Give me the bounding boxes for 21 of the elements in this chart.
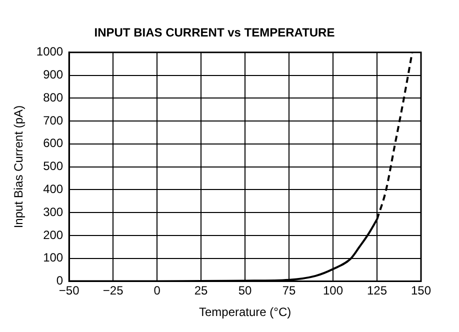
x-tick-label: 0 (154, 284, 161, 298)
y-tick-label: 400 (43, 182, 64, 196)
x-tick-label: 150 (410, 284, 432, 298)
y-tick-label: 100 (43, 250, 64, 265)
y-tick-label: 800 (43, 90, 64, 104)
x-axis-title: Temperature (°C) (198, 305, 292, 320)
y-tick-label: 900 (43, 68, 64, 82)
y-tick-label: 700 (43, 113, 64, 128)
y-tick-label: 500 (43, 159, 64, 174)
x-tick-label: 125 (366, 284, 388, 298)
y-axis-title: Input Bias Current (pA) (12, 105, 26, 228)
x-tick-label: 50 (238, 284, 252, 298)
x-tick-label: 25 (194, 284, 208, 298)
y-tick-label: 600 (43, 136, 64, 150)
chart-title: INPUT BIAS CURRENT vs TEMPERATURE (94, 26, 335, 40)
x-tick-label: −25 (102, 284, 124, 298)
y-tick-label: 1000 (36, 44, 64, 59)
x-tick-label: 100 (323, 284, 344, 298)
y-tick-label: 200 (43, 228, 64, 242)
x-tick-label: 75 (282, 284, 296, 298)
y-tick-label: 300 (43, 204, 64, 219)
